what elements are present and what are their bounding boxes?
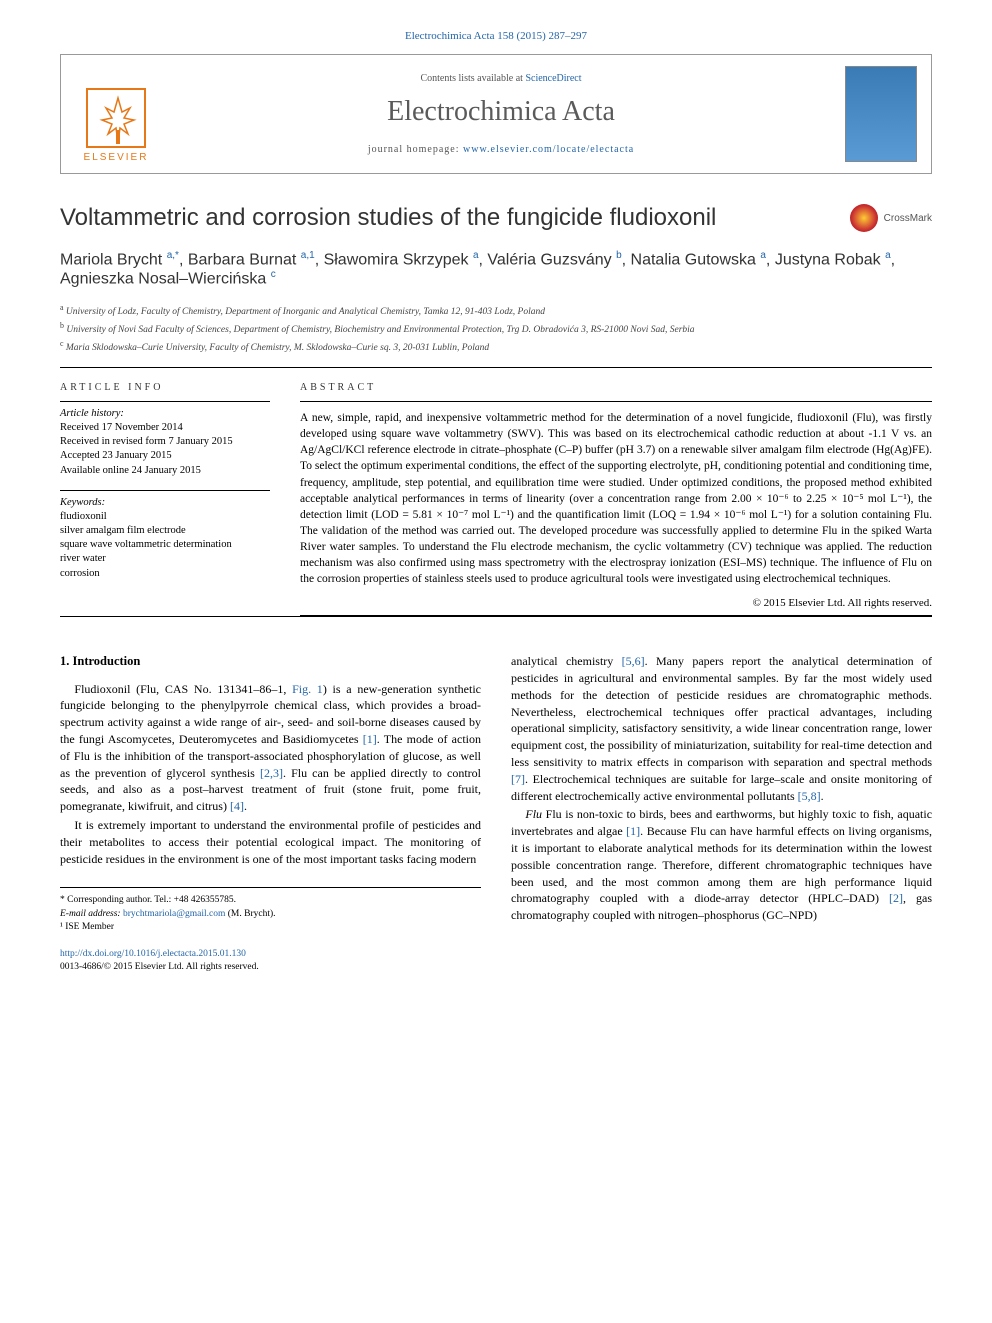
text-run: . Electrochemical techniques are suitabl… <box>511 772 932 803</box>
divider <box>300 615 932 616</box>
homepage-line: journal homepage: www.elsevier.com/locat… <box>368 144 634 155</box>
divider <box>60 616 932 617</box>
crossmark-badge[interactable]: CrossMark <box>850 204 932 232</box>
keyword: fludioxonil <box>60 510 270 524</box>
contents-line: Contents lists available at ScienceDirec… <box>420 73 581 84</box>
text-run: analytical chemistry <box>511 654 622 668</box>
citation-link[interactable]: [1] <box>626 824 640 838</box>
text-run: . Many papers report the analytical dete… <box>511 654 932 769</box>
right-column: analytical chemistry [5,6]. Many papers … <box>511 653 932 974</box>
text-run: . <box>821 789 824 803</box>
publisher-logo-area: ELSEVIER <box>61 55 171 173</box>
body-paragraph: It is extremely important to understand … <box>60 817 481 867</box>
citation-link[interactable]: [2,3] <box>260 766 283 780</box>
sciencedirect-link[interactable]: ScienceDirect <box>525 73 581 84</box>
authors-list: Mariola Brycht a,*, Barbara Burnat a,1, … <box>60 250 932 289</box>
article-info-header: ARTICLE INFO <box>60 382 270 393</box>
affiliation-line: b University of Novi Sad Faculty of Scie… <box>60 321 932 335</box>
doi-block: http://dx.doi.org/10.1016/j.electacta.20… <box>60 948 481 974</box>
keywords-label: Keywords: <box>60 497 270 508</box>
header-center: Contents lists available at ScienceDirec… <box>171 55 831 173</box>
homepage-link[interactable]: www.elsevier.com/locate/electacta <box>463 144 634 155</box>
homepage-label: journal homepage: <box>368 144 463 155</box>
top-citation: Electrochimica Acta 158 (2015) 287–297 <box>60 30 932 42</box>
history-line: Received 17 November 2014 <box>60 421 270 435</box>
elsevier-logo: ELSEVIER <box>84 88 149 173</box>
section-heading: 1. Introduction <box>60 653 481 671</box>
email-label: E-mail address: <box>60 909 123 919</box>
history-line: Accepted 23 January 2015 <box>60 449 270 463</box>
citation-link[interactable]: [1] <box>363 732 377 746</box>
email-note: E-mail address: brychtmariola@gmail.com … <box>60 908 481 921</box>
crossmark-icon <box>850 204 878 232</box>
abstract-text: A new, simple, rapid, and inexpensive vo… <box>300 401 932 587</box>
affiliation-line: c Maria Sklodowska–Curie University, Fac… <box>60 339 932 353</box>
crossmark-label: CrossMark <box>884 213 932 224</box>
keywords-block: Keywords: fludioxonil silver amalgam fil… <box>60 490 270 581</box>
citation-link[interactable]: [7] <box>511 772 525 786</box>
history-line: Received in revised form 7 January 2015 <box>60 435 270 449</box>
doi-link[interactable]: http://dx.doi.org/10.1016/j.electacta.20… <box>60 949 246 959</box>
body-paragraph: analytical chemistry [5,6]. Many papers … <box>511 653 932 804</box>
copyright-line: © 2015 Elsevier Ltd. All rights reserved… <box>300 597 932 609</box>
keyword: square wave voltammetric determination <box>60 538 270 552</box>
text-run: Fludioxonil (Flu, CAS No. 131341–86–1, <box>74 682 292 696</box>
history-label: Article history: <box>60 408 270 419</box>
body-paragraph: Fludioxonil (Flu, CAS No. 131341–86–1, F… <box>60 681 481 815</box>
body-paragraph: Flu Flu is non-toxic to birds, bees and … <box>511 806 932 924</box>
journal-cover-icon <box>845 66 917 162</box>
fig-ref-link[interactable]: Fig. 1 <box>292 682 323 696</box>
abstract-header: ABSTRACT <box>300 382 932 393</box>
keyword: river water <box>60 552 270 566</box>
body-columns: 1. Introduction Fludioxonil (Flu, CAS No… <box>60 653 932 974</box>
left-column: 1. Introduction Fludioxonil (Flu, CAS No… <box>60 653 481 974</box>
elsevier-tree-icon <box>86 88 146 148</box>
keyword: silver amalgam film electrode <box>60 524 270 538</box>
article-info-column: ARTICLE INFO Article history: Received 1… <box>60 382 270 616</box>
affiliation-line: a University of Lodz, Faculty of Chemist… <box>60 303 932 317</box>
citation-link[interactable]: [2] <box>889 891 903 905</box>
citation-link[interactable]: [4] <box>230 799 244 813</box>
issn-line: 0013-4686/© 2015 Elsevier Ltd. All right… <box>60 962 259 972</box>
footnotes: * Corresponding author. Tel.: +48 426355… <box>60 887 481 934</box>
article-history-block: Article history: Received 17 November 20… <box>60 401 270 478</box>
corresponding-author-note: * Corresponding author. Tel.: +48 426355… <box>60 894 481 907</box>
keyword: corrosion <box>60 567 270 581</box>
divider <box>60 367 932 368</box>
journal-name: Electrochimica Acta <box>387 96 615 128</box>
text-run: . <box>244 799 247 813</box>
citation-link[interactable]: [5,8] <box>798 789 821 803</box>
article-title: Voltammetric and corrosion studies of th… <box>60 204 850 232</box>
contents-label: Contents lists available at <box>420 73 525 84</box>
journal-cover-area <box>831 55 931 173</box>
citation-link[interactable]: [5,6] <box>622 654 645 668</box>
abstract-column: ABSTRACT A new, simple, rapid, and inexp… <box>300 382 932 616</box>
text-run: (M. Brycht). <box>225 909 275 919</box>
email-link[interactable]: brychtmariola@gmail.com <box>123 909 225 919</box>
elsevier-text: ELSEVIER <box>84 152 149 163</box>
history-line: Available online 24 January 2015 <box>60 464 270 478</box>
ise-note: ¹ ISE Member <box>60 921 481 934</box>
journal-header: ELSEVIER Contents lists available at Sci… <box>60 54 932 174</box>
